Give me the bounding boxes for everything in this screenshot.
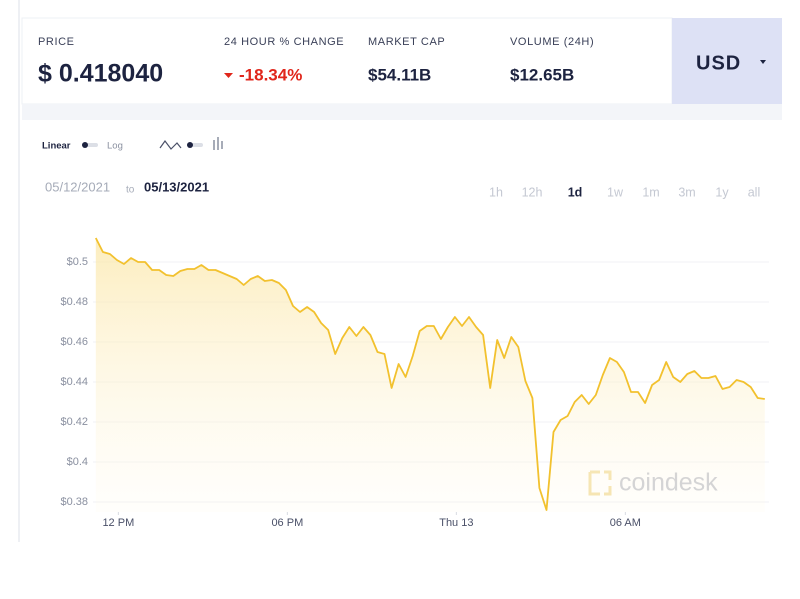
range-button[interactable]: 1d [568, 185, 583, 199]
stat-value: $ 0.418040 [38, 60, 163, 88]
date-from[interactable]: 05/12/2021 [45, 179, 110, 194]
range-button[interactable]: 1m [642, 185, 659, 199]
stat-label: 24 HOUR % CHANGE [224, 36, 344, 48]
y-tick-label: $0.5 [67, 256, 88, 268]
stat-value: -18.34% [239, 65, 302, 84]
range-button[interactable]: 1h [489, 185, 503, 199]
stats: PRICE $ 0.418040 24 HOUR % CHANGE -18.34% MA… [38, 36, 594, 88]
y-tick-label: $0.4 [67, 456, 88, 468]
down-arrow [224, 73, 233, 78]
separator [22, 104, 782, 120]
range-button[interactable]: 3m [678, 185, 695, 199]
date-to[interactable]: 05/13/2021 [144, 179, 209, 194]
price-line [94, 237, 765, 511]
candle-icon[interactable] [213, 137, 223, 150]
range-button[interactable]: 1w [607, 185, 624, 199]
chart: $0.38 $0.4 $0.42 $0.44 $0.46 $0.48 $0.5 12 PM 06… [60, 237, 769, 529]
scale-log[interactable]: Log [107, 141, 123, 152]
stat-value: $12.65B [510, 65, 574, 84]
y-tick-label: $0.48 [60, 296, 88, 308]
currency-label[interactable]: USD [696, 52, 741, 74]
left-edge [18, 0, 20, 542]
range-button[interactable]: 12h [522, 185, 543, 199]
toggle-knob [187, 142, 193, 148]
x-tick-label: Thu 13 [439, 517, 473, 529]
toggle-knob [82, 142, 88, 148]
y-tick-label: $0.42 [60, 416, 88, 428]
stat-label: MARKET CAP [368, 36, 445, 48]
y-tick-label: $0.46 [60, 336, 88, 348]
stat-label: PRICE [38, 36, 75, 48]
scale-linear[interactable]: Linear [42, 141, 71, 152]
y-tick-label: $0.44 [60, 376, 88, 388]
x-tick-label: 06 AM [610, 517, 641, 529]
range-button[interactable]: all [748, 185, 761, 199]
date-joiner: to [126, 185, 135, 196]
x-tick-label: 12 PM [102, 517, 134, 529]
caret [760, 60, 766, 64]
range-buttons: 1h 12h 1d 1w 1m 3m 1y all [489, 185, 760, 199]
stat-value: $54.11B [368, 65, 431, 84]
price-area [95, 238, 765, 512]
x-tick-label: 06 PM [271, 517, 303, 529]
range-button[interactable]: 1y [715, 185, 729, 199]
stat-label: VOLUME (24H) [510, 36, 594, 48]
y-tick-label: $0.38 [60, 496, 88, 508]
stats-panel [21, 17, 673, 105]
line-icon[interactable] [159, 139, 182, 150]
